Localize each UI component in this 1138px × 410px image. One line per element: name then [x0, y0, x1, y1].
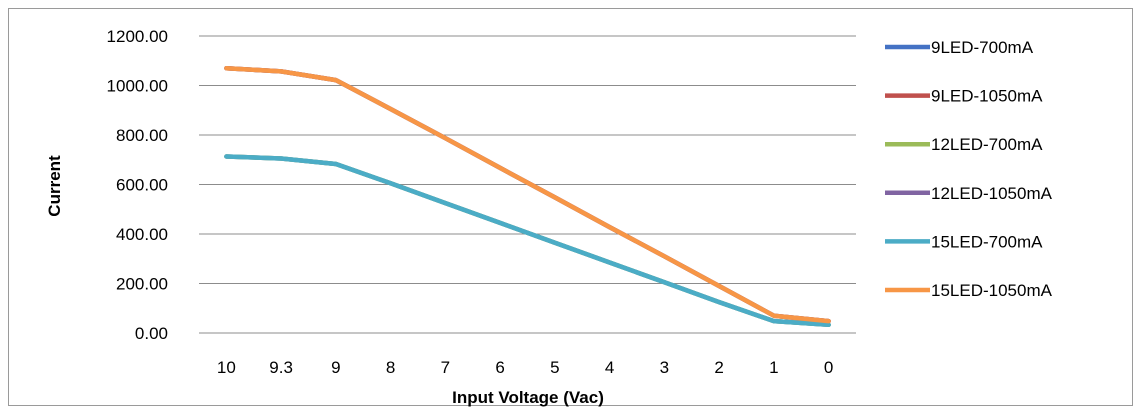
x-tick-label: 3: [660, 358, 669, 377]
x-tick-label: 1: [769, 358, 778, 377]
legend-label: 15LED-1050mA: [931, 281, 1053, 300]
grid-lines: [199, 35, 856, 334]
x-tick-label: 9.3: [269, 358, 293, 377]
x-tick-label: 8: [386, 358, 395, 377]
x-tick-label: 7: [441, 358, 450, 377]
legend-label: 15LED-700mA: [931, 232, 1043, 251]
x-tick-label: 4: [605, 358, 614, 377]
x-tick-label: 2: [714, 358, 723, 377]
series-line-15led-700ma: [224, 154, 831, 328]
x-tick-labels: 10 9.3 9 8 7 6 5 4 3 2 1 0: [217, 358, 833, 377]
legend: 9LED-700mA 9LED-1050mA 12LED-700mA 12LED-10…: [885, 38, 1053, 300]
y-tick-label: 400.00: [116, 225, 168, 244]
x-tick-label: 0: [824, 358, 833, 377]
y-tick-label: 1200.00: [107, 27, 168, 46]
x-tick-label: 10: [217, 358, 236, 377]
series-line-15led-1050ma: [224, 65, 831, 324]
y-tick-label: 0.00: [135, 324, 168, 343]
x-tick-label: 6: [495, 358, 504, 377]
y-tick-label: 1000.00: [107, 77, 168, 96]
legend-label: 9LED-1050mA: [931, 87, 1043, 106]
y-tick-labels: 0.00 200.00 400.00 600.00 800.00 1000.00 1200.…: [107, 27, 168, 343]
y-tick-label: 200.00: [116, 275, 168, 294]
series-lines: [224, 65, 831, 328]
y-axis-title: Current: [45, 155, 64, 217]
x-tick-label: 9: [331, 358, 340, 377]
legend-label: 9LED-700mA: [931, 38, 1034, 57]
legend-label: 12LED-1050mA: [931, 184, 1053, 203]
x-tick-label: 5: [550, 358, 559, 377]
y-tick-label: 600.00: [116, 176, 168, 195]
x-axis-title: Input Voltage (Vac): [452, 388, 604, 407]
y-tick-label: 800.00: [116, 126, 168, 145]
legend-label: 12LED-700mA: [931, 135, 1043, 154]
